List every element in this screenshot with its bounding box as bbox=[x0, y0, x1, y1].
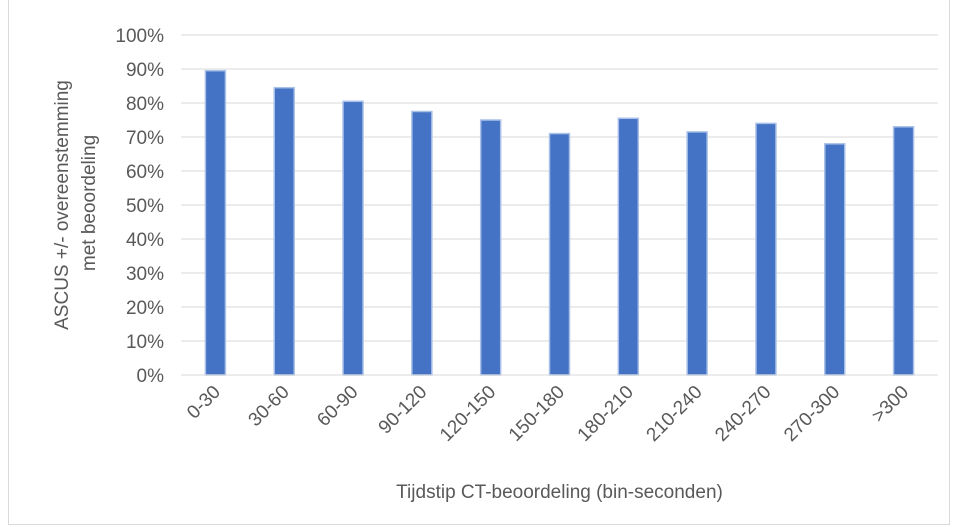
bar-60-90 bbox=[342, 100, 364, 376]
y-axis-title-line-1: ASCUS +/- overeenstemming bbox=[52, 80, 73, 330]
y-tick-label: 40% bbox=[126, 230, 164, 251]
x-tick-labels: 0-30 30-60 60-90 90-120 120-150 150-180 180-21… bbox=[183, 382, 913, 446]
x-tick-label: 210-240 bbox=[643, 382, 707, 446]
y-tick-label: 50% bbox=[126, 196, 164, 217]
y-tick-label: 0% bbox=[137, 366, 165, 387]
y-tick-label: 30% bbox=[126, 264, 164, 285]
bar-150-180 bbox=[548, 132, 571, 376]
y-axis-title-line-2: met beoordeling bbox=[79, 135, 100, 271]
x-tick-label: 150-180 bbox=[505, 382, 569, 446]
y-tick-label: 100% bbox=[115, 26, 164, 47]
x-tick-label: 180-210 bbox=[574, 382, 638, 446]
bar-240-270 bbox=[755, 122, 777, 376]
bar->300 bbox=[892, 126, 915, 376]
x-axis-title: Tijdstip CT-beoordeling (bin-seconden) bbox=[396, 482, 723, 503]
bar-180-210 bbox=[617, 117, 640, 376]
x-tick-label: 30-60 bbox=[245, 382, 294, 431]
bars bbox=[204, 69, 915, 376]
x-tick-label: 60-90 bbox=[313, 382, 362, 431]
bar-30-60 bbox=[273, 86, 295, 376]
y-tick-labels: 0% 10% 20% 30% 40% 50% 60% 70% 80% 90% 100% bbox=[115, 26, 164, 387]
x-tick-label: 270-300 bbox=[780, 382, 844, 446]
bar-210-240 bbox=[686, 131, 708, 376]
y-tick-label: 80% bbox=[126, 94, 164, 115]
bar-120-150 bbox=[479, 119, 502, 376]
bar-0-30 bbox=[204, 69, 227, 376]
bar-90-120 bbox=[411, 110, 433, 376]
x-tick-label: 90-120 bbox=[375, 382, 432, 439]
x-tick-label: 240-270 bbox=[711, 382, 775, 446]
x-tick-label: 0-30 bbox=[183, 382, 225, 424]
bar-270-300 bbox=[824, 143, 846, 376]
x-tick-label: 120-150 bbox=[436, 382, 500, 446]
chart-frame bbox=[8, 0, 950, 525]
y-tick-label: 20% bbox=[126, 298, 164, 319]
y-tick-label: 60% bbox=[126, 162, 164, 183]
y-tick-label: 70% bbox=[126, 128, 164, 149]
y-tick-label: 90% bbox=[126, 60, 164, 81]
y-tick-label: 10% bbox=[126, 332, 164, 353]
x-tick-label: >300 bbox=[868, 382, 913, 427]
